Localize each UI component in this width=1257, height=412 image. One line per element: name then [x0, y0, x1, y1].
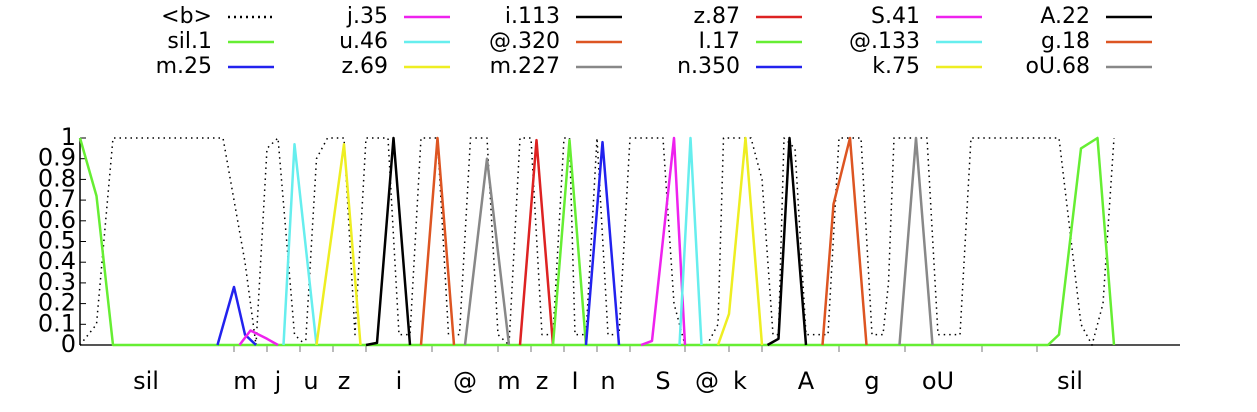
phone-label: g	[864, 367, 879, 395]
y-tick-label: 0.7	[38, 185, 76, 213]
phone-label: I	[571, 367, 578, 395]
legend-label: k.75	[872, 54, 920, 79]
y-tick-label: 0.6	[38, 206, 76, 234]
legend-label: z.69	[341, 54, 388, 79]
series-line	[78, 136, 1116, 347]
legend-label: A.22	[1040, 4, 1090, 29]
y-tick-label: 1	[61, 123, 76, 151]
legend-label: @.133	[849, 29, 920, 54]
series-line	[766, 136, 808, 347]
series-line	[315, 142, 362, 346]
y-tick-label: 0.5	[38, 227, 76, 255]
phone-label: sil	[1057, 367, 1083, 395]
phone-label: j	[274, 367, 282, 395]
series-line	[282, 142, 318, 346]
series-line	[898, 136, 934, 346]
phone-label: S	[655, 367, 670, 395]
phone-label: oU	[922, 367, 954, 395]
series-line	[640, 136, 687, 347]
series-line	[238, 329, 279, 347]
phone-label: z	[338, 367, 351, 395]
series-line	[518, 138, 555, 346]
series-line	[79, 137, 1115, 346]
y-tick-label: 0.3	[38, 268, 76, 296]
y-tick-label: 0.4	[38, 247, 76, 275]
series-line	[584, 140, 621, 346]
y-tick-label: 0.9	[38, 144, 76, 172]
phone-label: k	[733, 367, 747, 395]
series-line	[678, 136, 703, 346]
series-line	[551, 138, 588, 346]
phone-label: n	[600, 367, 615, 395]
phone-label: m	[497, 367, 520, 395]
legend-label: m.25	[156, 54, 212, 79]
phone-label: i	[396, 367, 403, 395]
legend-label: oU.68	[1025, 54, 1090, 79]
series-line	[463, 157, 511, 346]
legend-label: n.350	[677, 54, 740, 79]
legend-label: i.113	[505, 4, 560, 29]
phone-label: A	[798, 367, 815, 395]
phone-label: @	[453, 367, 477, 395]
phone-label: sil	[133, 367, 159, 395]
phone-label: u	[303, 367, 318, 395]
legend-label: @.320	[489, 29, 560, 54]
series-line	[216, 285, 257, 346]
series-line	[365, 136, 412, 347]
legend-label: m.227	[490, 54, 560, 79]
series-line	[716, 136, 764, 346]
legend-label: I.17	[699, 29, 740, 54]
y-tick-label: 0.1	[38, 309, 76, 337]
legend-label: S.41	[871, 4, 920, 29]
phone-label: z	[536, 367, 549, 395]
phone-label: m	[233, 367, 256, 395]
y-tick-label: 0.8	[38, 164, 76, 192]
legend-label: u.46	[339, 29, 388, 54]
legend-label: z.87	[693, 4, 740, 29]
phone-label: @	[695, 367, 719, 395]
series-line	[419, 136, 456, 346]
legend-label: j.35	[346, 4, 388, 29]
legend-label: <b>	[161, 4, 212, 29]
legend-label: g.18	[1041, 29, 1090, 54]
series-line	[821, 136, 868, 346]
y-tick-label: 0	[61, 330, 76, 358]
y-tick-label: 0.2	[38, 289, 76, 317]
legend-label: sil.1	[167, 29, 212, 54]
